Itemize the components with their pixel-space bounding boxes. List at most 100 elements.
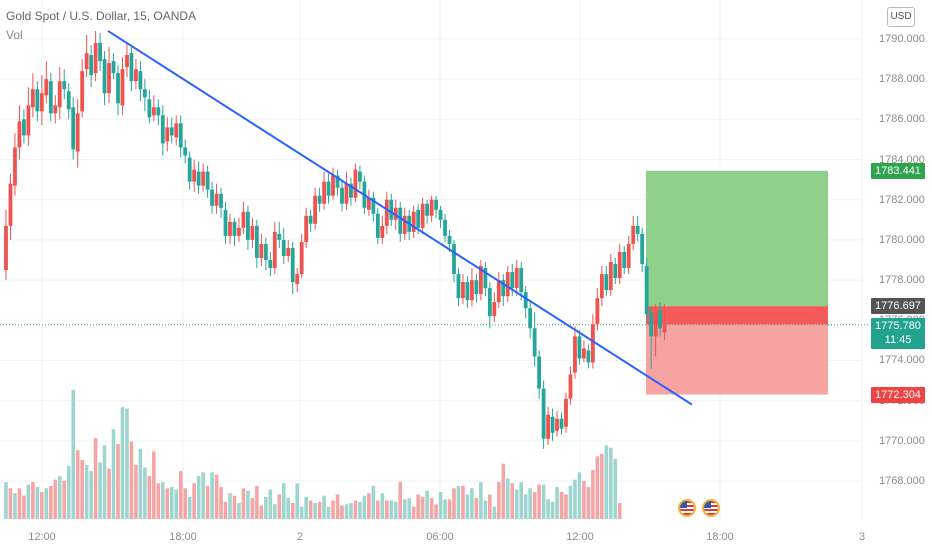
candle-body (39, 93, 44, 112)
candle-body (205, 171, 210, 190)
volume-bar (353, 500, 358, 519)
volume-bar (111, 429, 116, 519)
candle-body (214, 193, 219, 206)
candle-body (317, 195, 322, 204)
volume-bar (344, 504, 349, 519)
candle-body (635, 225, 640, 234)
volume-bar (165, 488, 170, 519)
last-price-value: 1775.780 (875, 319, 921, 332)
candle-body (528, 308, 533, 329)
volume-bar (281, 483, 286, 519)
volume-bar (53, 479, 58, 519)
candle-body (165, 127, 170, 142)
candle-body (129, 53, 134, 82)
volume-bar (237, 503, 241, 519)
price-tick-label: 1784.000 (879, 153, 925, 166)
volume-bar (219, 487, 223, 519)
volume-bar (443, 499, 447, 519)
candle-body (272, 231, 277, 269)
price-tick-label: 1768.000 (879, 475, 925, 487)
volume-bar (331, 500, 335, 519)
candle-body (228, 221, 232, 236)
volume-bar (617, 503, 622, 519)
candle-body (48, 81, 53, 114)
volume-bar (66, 466, 71, 519)
candle-body (308, 215, 313, 224)
volume-bar (523, 494, 528, 519)
volume-bar (232, 495, 237, 519)
volume-bar (183, 488, 187, 519)
candle-body (107, 63, 111, 94)
volume-bar (380, 493, 385, 519)
volume-bar (241, 488, 246, 519)
candle-body (483, 268, 488, 289)
volume-bar (57, 476, 62, 519)
volume-bar (420, 496, 425, 519)
price-tick-label: 1790.000 (879, 33, 925, 45)
volume-bar (537, 484, 541, 519)
time-tick-label: 3 (858, 531, 866, 543)
candle-body (568, 374, 573, 399)
candle-body (84, 53, 89, 70)
candle-body (622, 251, 627, 269)
trendline[interactable] (107, 30, 693, 406)
bar-countdown: 11:45 (884, 333, 912, 346)
volume-bar (555, 487, 559, 519)
candle-body (411, 211, 416, 232)
volume-bar (411, 506, 416, 519)
candle-body (640, 233, 645, 265)
candle-body (555, 418, 559, 431)
volume-bar (250, 498, 255, 519)
volume-bar (402, 499, 407, 519)
candle-body (295, 274, 300, 285)
candle-body (371, 197, 376, 214)
candle-body (429, 199, 434, 216)
candle-body (653, 312, 658, 337)
position-zones[interactable] (646, 170, 828, 395)
candle-body (662, 324, 667, 333)
volume-bar (187, 496, 192, 519)
volume-bar (452, 488, 456, 519)
target-price-tag: 1783.441 (871, 162, 925, 179)
candle-body (89, 55, 94, 76)
volume-bar (447, 499, 452, 519)
target-zone[interactable] (646, 170, 828, 307)
currency-button[interactable]: USD (887, 7, 915, 27)
candle-body (470, 280, 474, 301)
price-tick-label: 1788.000 (879, 73, 925, 86)
candle-body (564, 398, 568, 427)
volume-bar (488, 494, 492, 519)
candle-body (102, 59, 107, 94)
entry-band[interactable] (646, 306, 828, 325)
us-flag-icon[interactable] (702, 499, 720, 517)
candle-body (142, 89, 147, 98)
candle-body (353, 169, 358, 198)
candle-body (649, 312, 654, 337)
candle-body (335, 175, 340, 188)
volume-bar (456, 485, 461, 519)
volume-bar (210, 472, 214, 519)
candle-body (514, 268, 519, 289)
volume-bar (116, 444, 120, 519)
candle-body (461, 282, 465, 299)
volume-bar (246, 490, 250, 519)
symbol-title[interactable]: Gold Spot / U.S. Dollar, 15, OANDA (6, 9, 197, 23)
volume-bar (223, 501, 228, 519)
price-tick-label: 1770.000 (879, 434, 925, 447)
candle-body (223, 209, 228, 236)
volume-indicator-label[interactable]: Vol (6, 28, 23, 42)
volume-bar (35, 487, 40, 519)
volume-bar (161, 482, 165, 519)
volume-bar (156, 483, 161, 519)
candle-body (156, 107, 161, 116)
price-tick-label: 1774.000 (879, 354, 925, 367)
volume-bar (573, 479, 577, 519)
candle-body (134, 69, 138, 82)
candle-body (447, 235, 452, 244)
volume-bar (376, 500, 380, 519)
candle-body (120, 69, 125, 106)
us-flag-icon[interactable] (678, 499, 696, 517)
volume-bar (264, 496, 268, 519)
candle-body (66, 91, 71, 110)
